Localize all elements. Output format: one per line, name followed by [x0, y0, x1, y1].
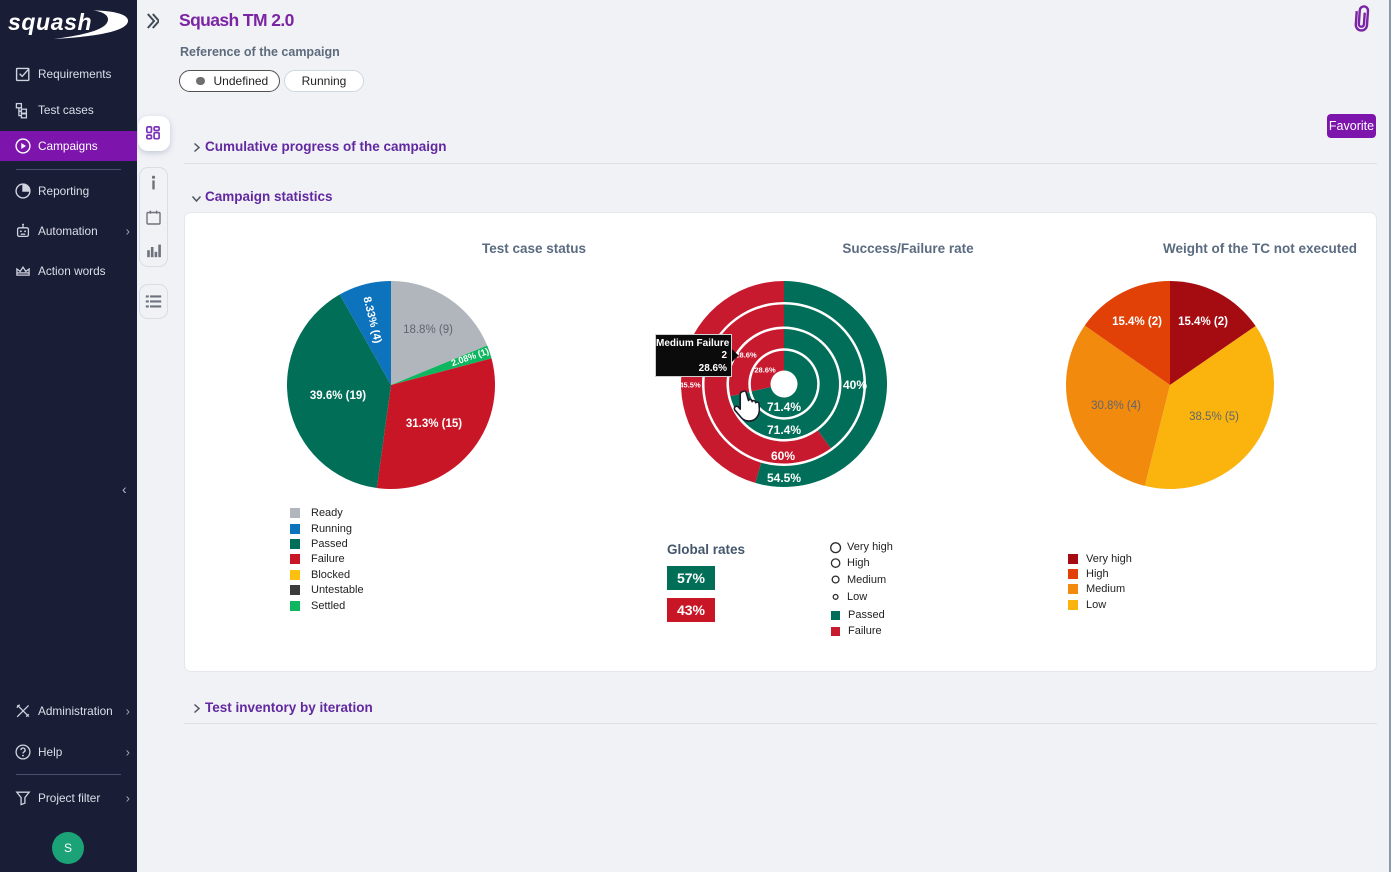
svg-text:squash: squash: [8, 9, 92, 35]
